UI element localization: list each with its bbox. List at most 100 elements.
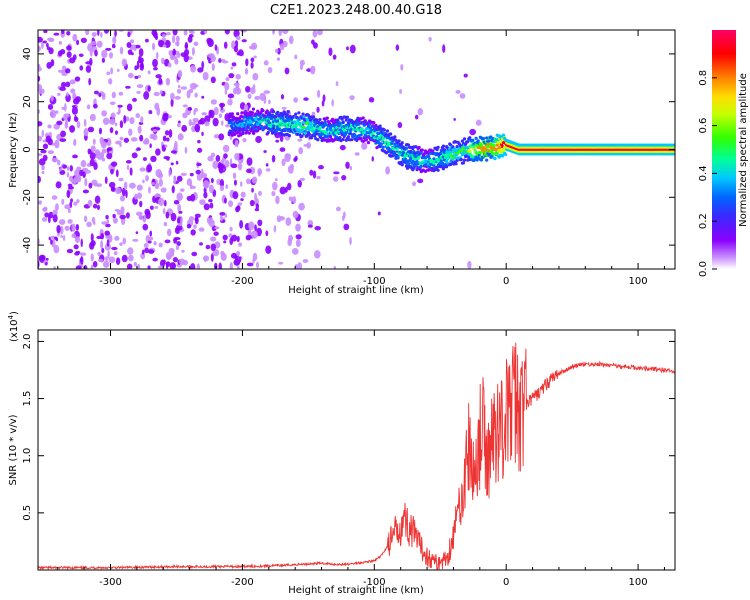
spectrogram-cell	[192, 117, 199, 123]
spectrogram-cell	[238, 242, 242, 247]
spectrogram-cell	[40, 149, 47, 154]
spectrogram-cell	[251, 187, 254, 193]
spectrogram-cell	[193, 224, 197, 229]
spectrogram-cell	[212, 160, 219, 170]
spectrogram-cell	[240, 30, 247, 33]
spectrogram-cell	[194, 92, 198, 98]
spectrogram-ridge-cell	[466, 140, 470, 144]
spectrogram-cell	[368, 96, 375, 103]
spectrogram-cell	[316, 30, 323, 36]
spectrogram-cell	[158, 178, 163, 187]
spectrogram-cell	[167, 62, 172, 68]
spectrogram-cell	[152, 129, 157, 133]
spectrogram-cell	[83, 215, 88, 223]
spectrogram-cell	[144, 247, 150, 254]
spectrogram-cell	[101, 247, 105, 254]
spectrogram-ridge-cell	[240, 111, 244, 115]
spectrogram-cell	[281, 30, 289, 35]
spectrogram-cell	[297, 180, 302, 188]
spectrogram-cell	[139, 200, 143, 208]
spectrogram-ridge-cell	[477, 153, 481, 157]
spectrogram-cell	[135, 231, 139, 235]
spectrogram-cell	[89, 158, 95, 167]
spectrogram-cell	[85, 65, 92, 73]
spectrogram-cell	[339, 144, 346, 151]
spectrogram-cell	[101, 57, 106, 63]
spectrogram-cell	[191, 46, 195, 56]
spectrogram-cell	[284, 67, 290, 75]
spectrogram-cell	[72, 154, 78, 159]
spectrogram-cell	[233, 259, 241, 266]
spectrogram-cell	[162, 33, 166, 38]
spectrogram-cell	[57, 159, 61, 166]
spectrogram-x-axis: -300 -200 -100 0 100	[57, 30, 665, 287]
spectrogram-cell	[161, 57, 165, 65]
spectrogram-cell	[59, 86, 66, 91]
spectrogram-cell	[64, 121, 69, 129]
spectrogram-cell	[74, 114, 77, 121]
spectrogram-cell	[199, 199, 206, 206]
spectrogram-cell	[148, 186, 151, 194]
spectrogram-cell	[257, 219, 263, 227]
spectrogram-cell	[170, 212, 177, 222]
spectrogram-cell	[159, 90, 163, 95]
spectrogram-cell	[203, 191, 208, 199]
spectrogram-cell	[68, 186, 75, 190]
spectrogram-cell	[194, 107, 198, 112]
spectrogram-cell	[224, 82, 230, 91]
spectrogram-ridge-cell	[323, 120, 327, 124]
spectrogram-cell	[108, 78, 113, 85]
spectrogram-cell	[210, 236, 217, 242]
spectrogram-cell	[104, 256, 109, 262]
spectrogram-cell	[119, 136, 124, 141]
spectrogram-cell	[76, 199, 80, 204]
spectrogram-cell	[204, 121, 210, 127]
spectrogram-cell	[110, 112, 116, 118]
spectrogram-cell	[69, 165, 73, 172]
spectrogram-cell	[66, 248, 74, 254]
spectrogram-cell	[74, 76, 81, 82]
spectrogram-cell	[94, 149, 101, 156]
spectrogram-ridge-cell	[479, 143, 483, 147]
spectrogram-cell	[181, 249, 185, 253]
spectrogram-cell	[218, 262, 222, 269]
spectrogram-cell	[132, 238, 139, 242]
spectrogram-cell	[127, 72, 134, 79]
spectrogram-cell	[170, 92, 175, 101]
spectrogram-cell	[79, 65, 84, 71]
spectrogram-cell	[272, 30, 275, 35]
spectrogram-cell	[123, 114, 127, 124]
spectrogram-cell	[202, 71, 209, 81]
spectrogram-cell	[213, 231, 219, 236]
spectrogram-cell	[136, 263, 141, 269]
spectrogram-cell	[188, 33, 194, 38]
spectrogram-cell	[349, 236, 352, 246]
snr-y-tick-label: 2.0	[22, 333, 33, 349]
spectrogram-ridge-cell	[318, 126, 322, 131]
spectrogram-cell	[279, 134, 284, 142]
spectrogram-cell	[193, 41, 199, 47]
spectrogram-cell	[349, 44, 356, 54]
colorbar-scale	[712, 30, 736, 269]
spectrogram-cell	[129, 117, 135, 125]
spectrogram-cell	[44, 212, 50, 218]
spectrogram-cell	[455, 90, 461, 94]
spectrogram-cell	[312, 170, 317, 179]
spectrogram-cell	[51, 195, 58, 200]
spectrogram-ridge-cell	[315, 118, 319, 122]
spectrogram-cell	[38, 135, 43, 142]
spectrogram-ridge-cell	[491, 152, 495, 156]
spectrogram-cell	[335, 81, 339, 86]
spectrogram-cell	[118, 91, 124, 96]
spectrogram-cell	[241, 39, 247, 43]
spectrogram-cell	[57, 92, 61, 96]
spectrogram-ridge-cell	[346, 135, 351, 139]
spectrogram-cell	[81, 167, 89, 172]
spectrogram-cell	[223, 240, 227, 244]
spectrogram-cell	[341, 174, 347, 181]
spectrogram-cell	[149, 230, 153, 237]
spectrogram-cell	[119, 46, 124, 55]
spectrogram-cell	[55, 203, 59, 211]
spectrogram-cell	[316, 106, 320, 113]
